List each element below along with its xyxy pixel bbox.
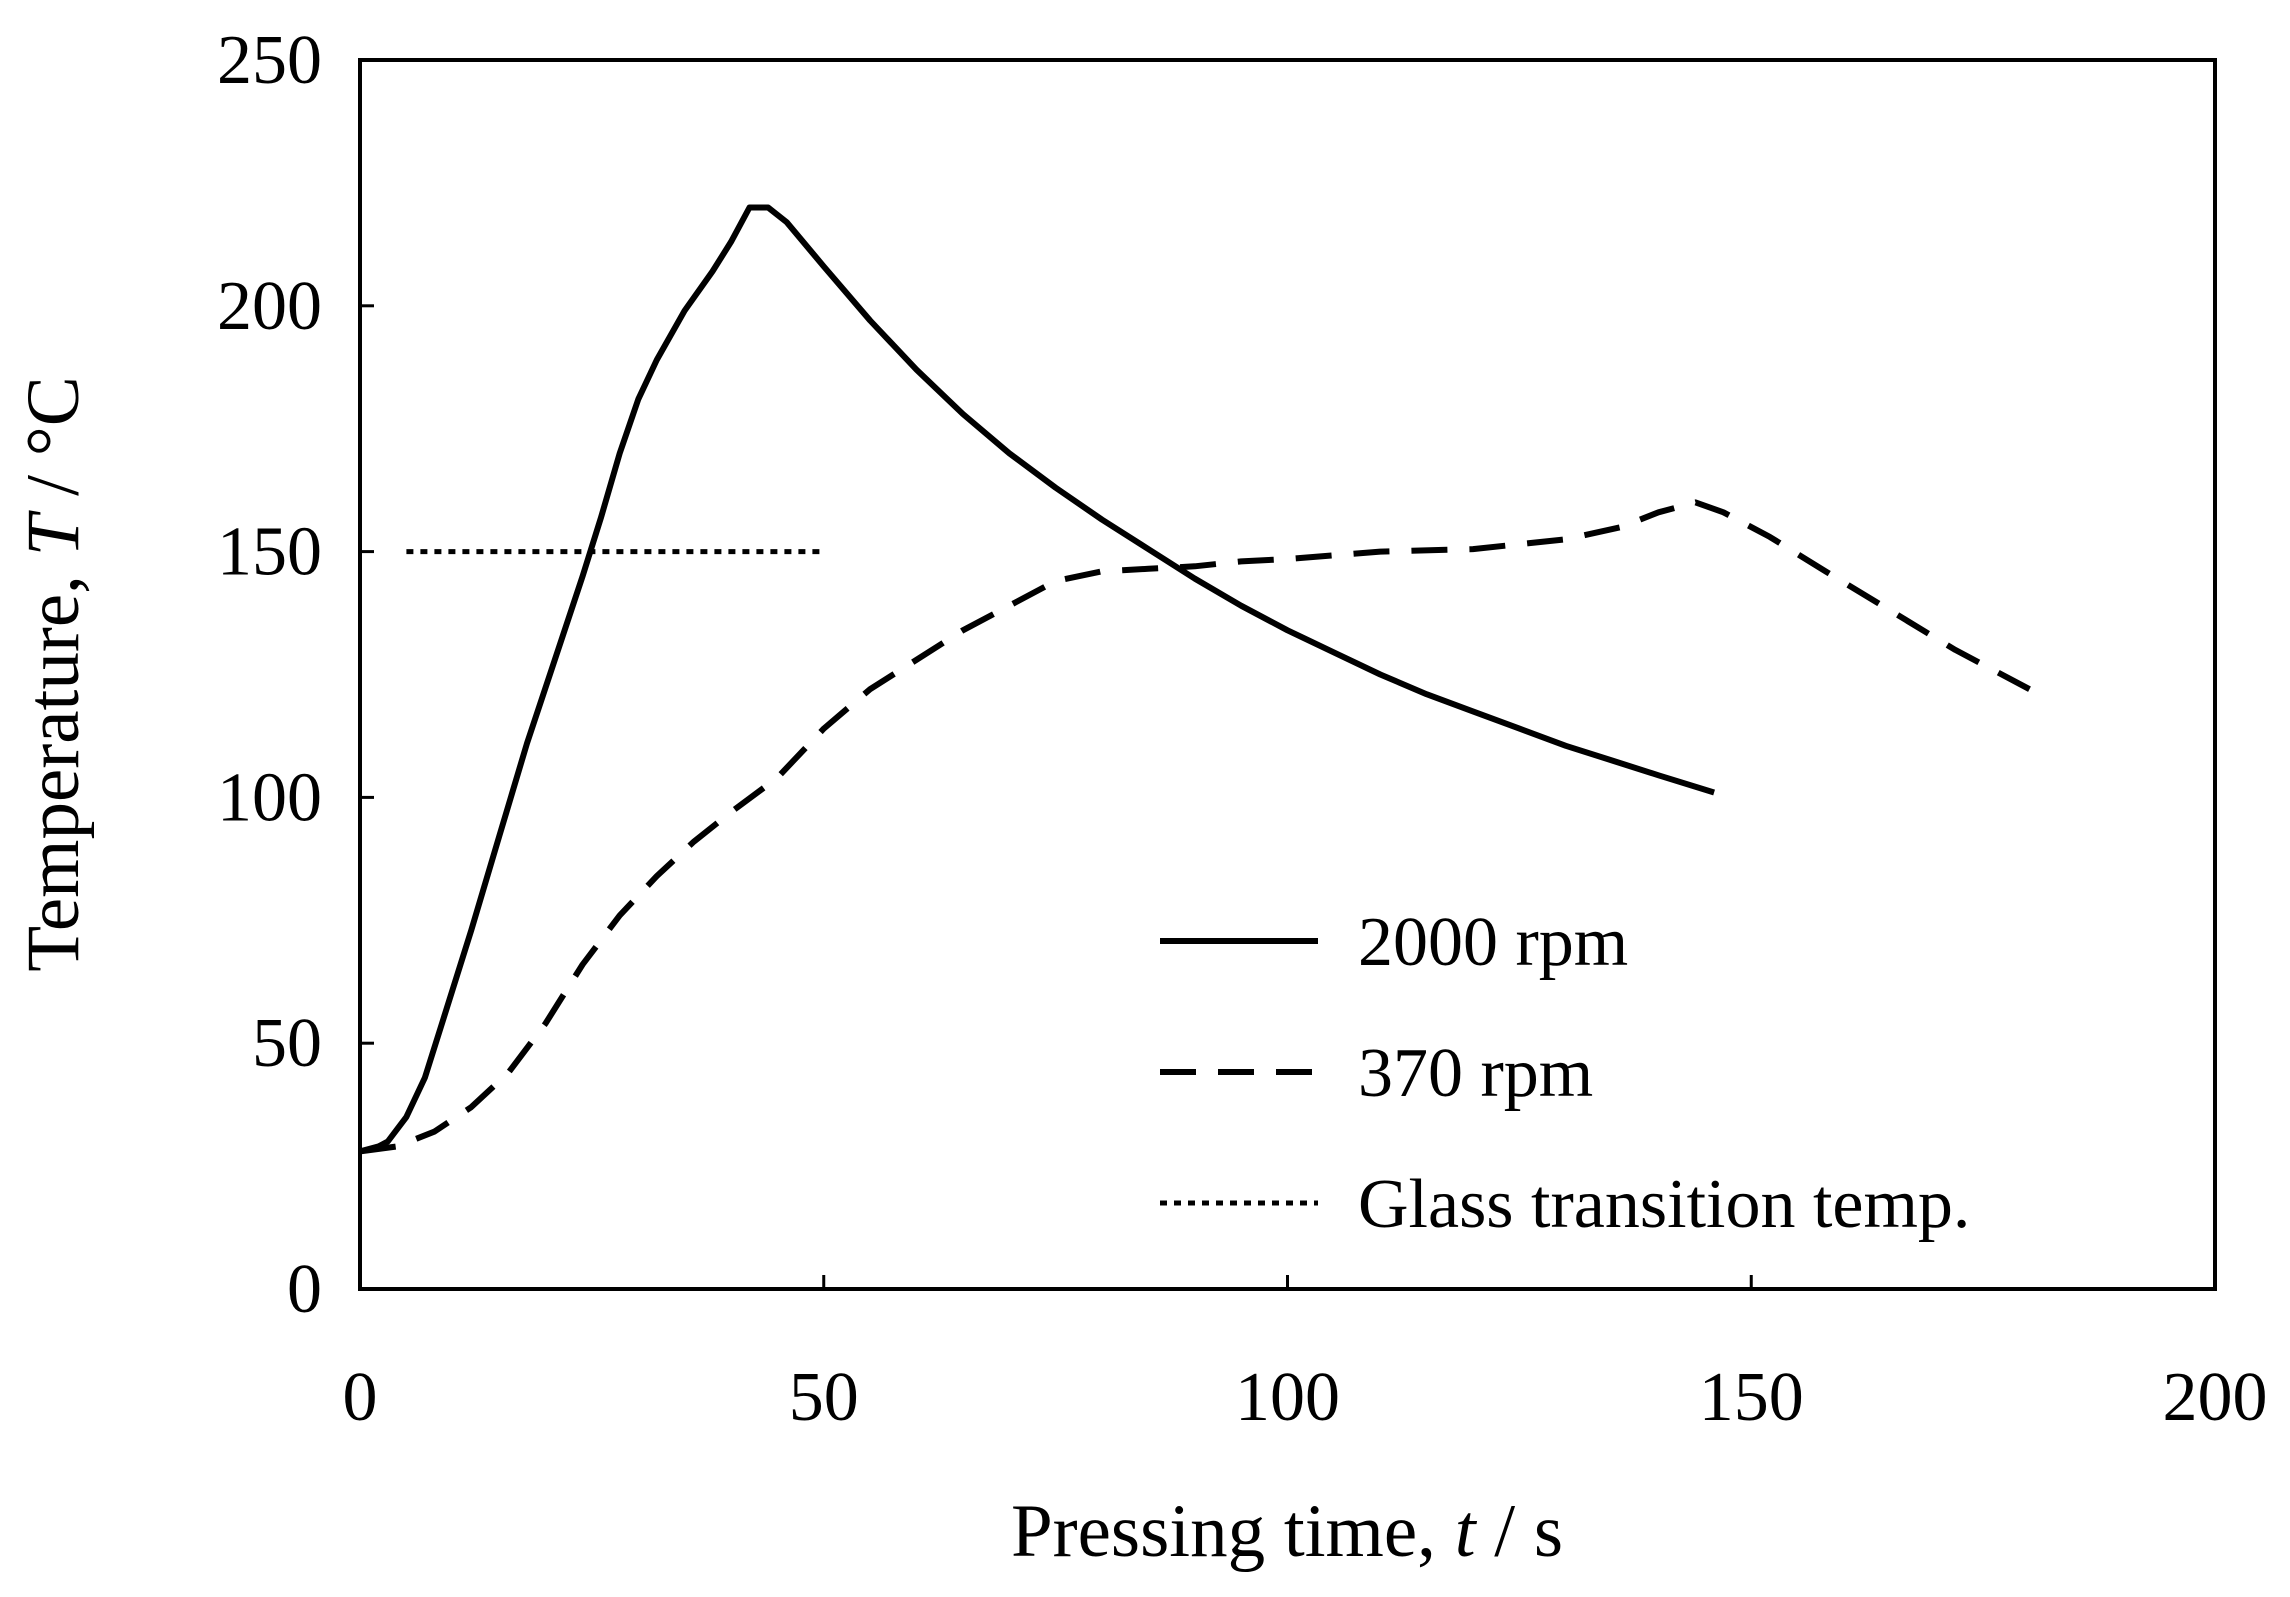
x-tick-label: 0: [343, 1359, 378, 1436]
x-tick-label: 200: [2163, 1359, 2268, 1436]
y-tick-label: 200: [217, 268, 322, 345]
legend-label: 370 rpm: [1358, 1035, 1593, 1112]
y-tick-label: 150: [217, 514, 322, 591]
y-tick-label: 50: [252, 1005, 322, 1082]
series-line-2000-rpm: [359, 204, 1715, 1155]
y-tick-label: 250: [217, 22, 322, 99]
x-tick-label: 50: [789, 1359, 859, 1436]
series-layer: [359, 204, 2031, 1155]
legend: 2000 rpm 370 rpm Glass transition temp.: [1160, 904, 1970, 1243]
legend-label: Glass transition temp.: [1358, 1166, 1970, 1243]
y-tick-label: 0: [287, 1251, 322, 1328]
y-axis-ticks: 0 50 100 150 200 250: [217, 22, 374, 1328]
plot-frame: [358, 58, 2217, 1291]
series-line-370-rpm: [359, 499, 2031, 1155]
x-tick-label: 100: [1235, 1359, 1340, 1436]
x-axis-label: Pressing time, t / s: [1011, 1490, 1563, 1573]
x-tick-label: 150: [1699, 1359, 1804, 1436]
legend-label: 2000 rpm: [1358, 904, 1628, 981]
y-tick-label: 100: [217, 759, 322, 836]
y-axis-label: Temperature, T / °C: [12, 376, 95, 971]
x-axis-ticks: 0 50 100 150 200: [343, 1275, 2268, 1436]
